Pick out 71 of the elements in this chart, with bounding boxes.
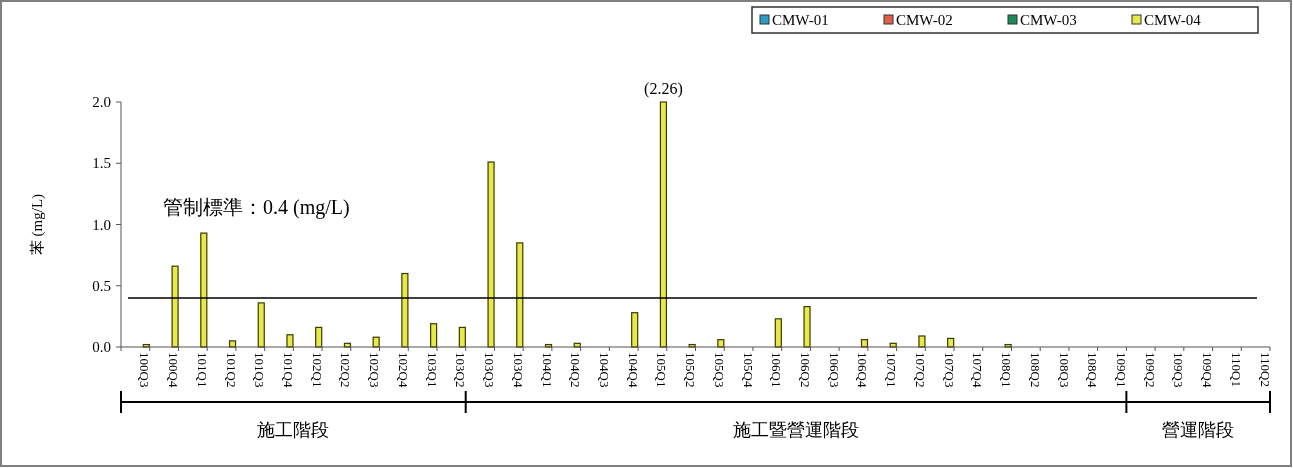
- text: 施工暨營運階段: [733, 420, 860, 440]
- ref-line-label: 管制標準：0.4 (mg/L): [163, 196, 350, 219]
- x-tick-label: 106Q1: [769, 352, 785, 388]
- x-tick-label: 107Q1: [884, 352, 900, 388]
- y-tick-label: 0.5: [92, 277, 111, 294]
- x-tick-label: 107Q3: [941, 352, 957, 388]
- x-tick-label: 101Q1: [194, 352, 210, 388]
- text: 營運階段: [1162, 420, 1235, 440]
- x-tick-label: 104Q2: [568, 352, 584, 388]
- text: 施工階段: [257, 420, 330, 440]
- x-tick-label: 102Q3: [367, 352, 383, 388]
- x-tick-label: 100Q3: [137, 352, 153, 388]
- x-tick-label: 105Q1: [654, 352, 670, 388]
- x-tick-label: 106Q4: [855, 352, 871, 388]
- x-tick-label: 107Q2: [912, 352, 928, 388]
- bar: [401, 272, 409, 348]
- bar: [659, 101, 668, 348]
- x-tick-label: 106Q2: [798, 352, 814, 388]
- x-tick-label: 107Q4: [970, 352, 986, 388]
- x-tick-label: 102Q2: [338, 352, 354, 388]
- x-tick-label: 104Q4: [625, 352, 641, 388]
- x-tick-label: 109Q4: [1200, 352, 1216, 388]
- x-tick-label: 106Q3: [826, 352, 842, 388]
- x-tick-label: 103Q4: [510, 352, 526, 388]
- x-tick-label: 102Q1: [309, 352, 325, 388]
- legend-label: CMW-01: [772, 12, 829, 28]
- x-tick-label: 103Q3: [482, 352, 498, 388]
- x-tick-label: 103Q2: [453, 352, 469, 388]
- bar: [774, 318, 782, 348]
- bar: [430, 323, 438, 348]
- x-tick-label: 104Q1: [539, 352, 555, 388]
- bar: [516, 242, 524, 348]
- x-tick-label: 103Q1: [424, 352, 440, 388]
- x-tick-label: 108Q2: [1027, 352, 1043, 388]
- x-tick-label: 109Q1: [1114, 352, 1130, 388]
- bar: [803, 305, 811, 348]
- bar: [487, 161, 495, 348]
- legend-label: CMW-03: [1020, 12, 1077, 28]
- y-tick-label: 0.0: [92, 339, 111, 355]
- y-tick-label: 1.5: [92, 155, 111, 172]
- x-tick-label: 101Q3: [252, 352, 268, 388]
- bar: [257, 302, 265, 348]
- bar: [918, 335, 926, 348]
- x-tick-label: 101Q4: [280, 352, 296, 388]
- y-tick-label: 1.0: [92, 216, 111, 233]
- bar: [315, 326, 323, 348]
- x-tick-label: 100Q4: [166, 352, 182, 388]
- x-tick-label: 110Q1: [1228, 352, 1244, 387]
- x-tick-label: 110Q2: [1257, 352, 1273, 387]
- y-axis-title: 苯 (mg/L): [29, 193, 46, 256]
- x-tick-label: 109Q3: [1171, 352, 1187, 388]
- bar: [171, 265, 179, 348]
- y-tick-label: 2.0: [92, 94, 111, 110]
- x-tick-label: 108Q3: [1056, 352, 1072, 388]
- x-tick-label: 108Q1: [999, 352, 1015, 388]
- x-tick-label: 109Q2: [1142, 352, 1158, 388]
- bar: [458, 326, 466, 348]
- bar: [200, 232, 208, 348]
- bar: [631, 312, 639, 348]
- bar: [286, 334, 294, 348]
- x-tick-label: 104Q3: [596, 352, 612, 388]
- x-tick-label: 105Q3: [711, 352, 727, 388]
- x-tick-label: 102Q4: [395, 352, 411, 388]
- legend-label: CMW-02: [896, 12, 953, 28]
- legend-label: CMW-04: [1144, 12, 1202, 28]
- x-tick-label: 108Q4: [1085, 352, 1101, 388]
- x-tick-label: 105Q2: [683, 352, 699, 388]
- annotation: (2.26): [644, 80, 683, 98]
- bar: [717, 339, 725, 348]
- x-tick-label: 105Q4: [740, 352, 756, 388]
- x-tick-label: 101Q2: [223, 352, 239, 388]
